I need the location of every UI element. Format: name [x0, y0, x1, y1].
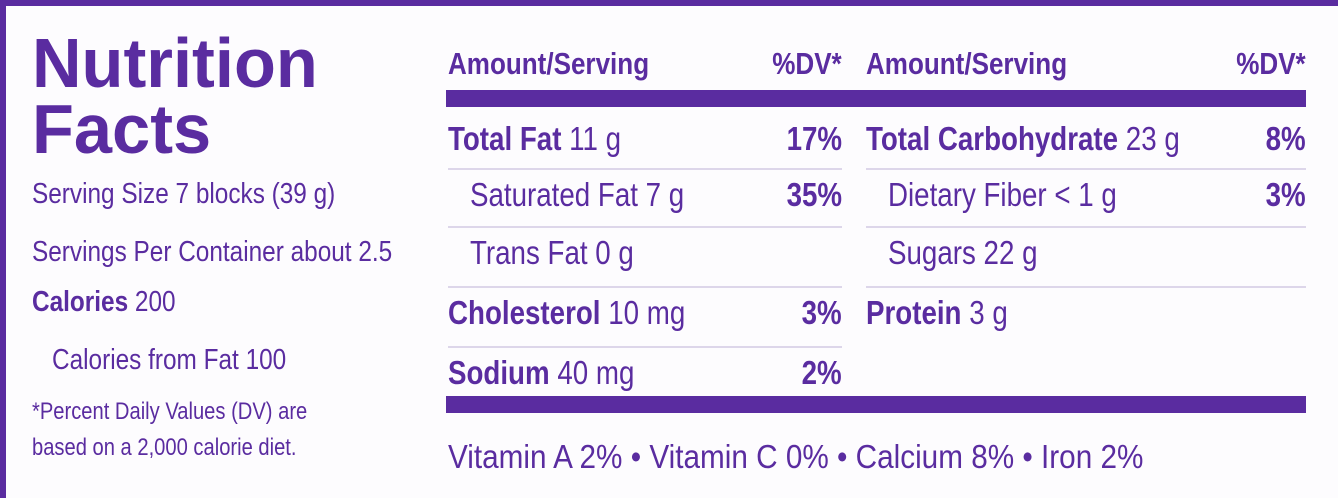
footnote: *Percent Daily Values (DV) are [32, 398, 308, 425]
nutrient-name: Saturated Fat [470, 176, 638, 213]
row-rule [866, 286, 1306, 288]
vitamin: Vitamin A 2% [448, 438, 623, 475]
nutrient-amount: 0 g [595, 234, 634, 271]
nutrient: Trans Fat 0 g [470, 236, 634, 269]
serving-size: Serving Size 7 blocks (39 g) [32, 178, 336, 210]
nutrient-amount: 23 g [1125, 120, 1180, 157]
row-rule [448, 226, 842, 228]
nutrient-amount: 7 g [645, 176, 685, 213]
header-amount: Amount/Serving [866, 46, 1068, 81]
nutrient-amount: 40 mg [557, 354, 635, 391]
nutrient-dv: 35% [786, 176, 842, 213]
row-rule [448, 168, 842, 170]
header-dv: %DV* [772, 46, 842, 81]
nutrient-dv: 3% [1265, 176, 1306, 213]
vitamin: Vitamin C 0% [649, 438, 829, 475]
nutrient-amount: 11 g [569, 120, 622, 157]
nutrient: Total Carbohydrate 23 g [866, 122, 1180, 155]
footnote: based on a 2,000 calorie diet. [32, 434, 297, 461]
nutrient-name: Total Carbohydrate [866, 120, 1119, 157]
row-rule [866, 168, 1306, 170]
nutrient: Dietary Fiber < 1 g [888, 178, 1117, 211]
nutrient-name: Sodium [448, 354, 550, 391]
row-rule [866, 226, 1306, 228]
vitamins: Vitamin A 2% • Vitamin C 0% • Calcium 8%… [448, 440, 1143, 473]
nutrient-amount: 3 g [969, 294, 1008, 331]
separator: • [837, 438, 848, 475]
nutrient-dv: 17% [786, 120, 842, 157]
servings-per-container: Servings Per Container about 2.5 [32, 236, 393, 268]
calories-amount: 200 [134, 286, 176, 318]
nutrient-dv: 3% [801, 294, 842, 331]
thick-rule [446, 396, 1306, 413]
thick-rule [446, 90, 1306, 107]
title: Nutrition [32, 24, 318, 102]
nutrient-amount: < 1 g [1054, 176, 1117, 213]
vitamin: Calcium 8% [855, 438, 1015, 475]
nutrient-name: Dietary Fiber [888, 176, 1047, 213]
nutrient-name: Protein [866, 294, 962, 331]
nutrient: Cholesterol 10 mg [448, 296, 685, 329]
nutrient: Total Fat 11 g [448, 122, 621, 155]
title: Facts [32, 90, 212, 168]
nutrient: Protein 3 g [866, 296, 1008, 329]
nutrient-dv: 8% [1265, 120, 1306, 157]
nutrient: Sodium 40 mg [448, 356, 634, 389]
header-dv: %DV* [1236, 46, 1306, 81]
nutrient: Sugars 22 g [888, 236, 1037, 269]
calories-label: Calories [32, 286, 129, 318]
nutrient-name: Total Fat [448, 120, 562, 157]
nutrient-amount: 22 g [983, 234, 1038, 271]
row-rule [448, 346, 842, 348]
vitamin: Iron 2% [1041, 438, 1144, 475]
header-amount: Amount/Serving [448, 46, 650, 81]
separator: • [1022, 438, 1033, 475]
calories: Calories 200 [32, 288, 176, 317]
nutrient: Saturated Fat 7 g [470, 178, 684, 211]
separator: • [630, 438, 642, 475]
row-rule [448, 286, 842, 288]
nutrient-name: Trans Fat [470, 234, 588, 271]
nutrient-name: Cholesterol [448, 294, 601, 331]
nutrient-name: Sugars [888, 234, 976, 271]
calories-from-fat: Calories from Fat 100 [52, 344, 287, 376]
nutrient-amount: 10 mg [608, 294, 686, 331]
nutrient-dv: 2% [801, 354, 842, 391]
